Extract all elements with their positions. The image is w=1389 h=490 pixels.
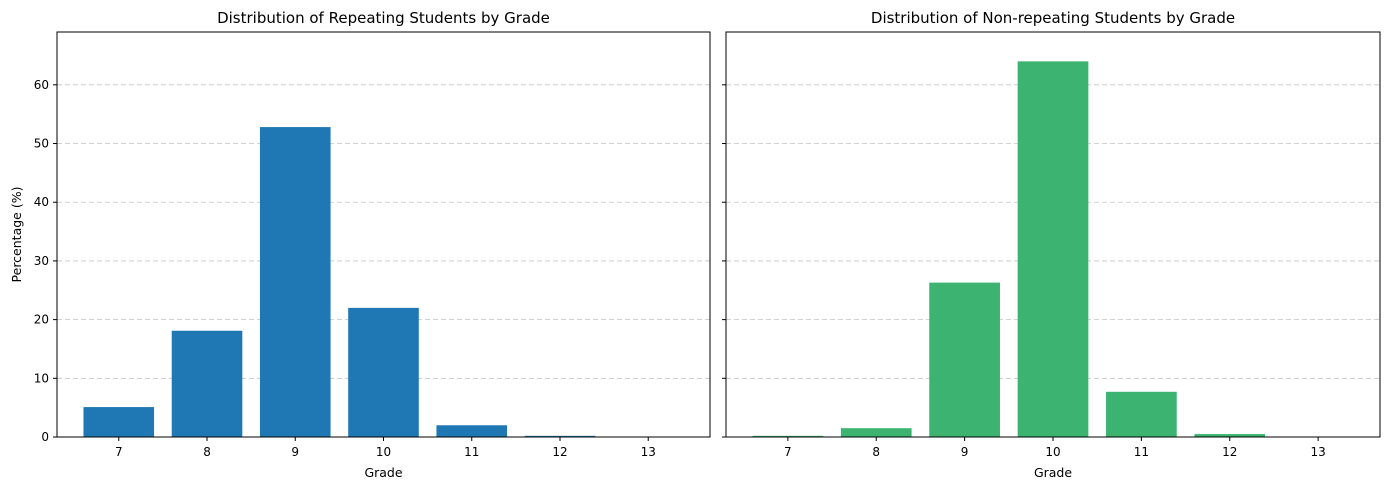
- x-tick-label: 13: [1310, 445, 1325, 459]
- bar: [929, 282, 1000, 437]
- bar: [436, 425, 508, 437]
- bar: [840, 428, 912, 437]
- x-tick-label: 11: [464, 445, 479, 459]
- x-tick-label: 8: [872, 445, 880, 459]
- chart-panel-2: 7 8 9 10 11 12 13 Distribution of Non-repeating…: [722, 9, 1381, 480]
- y-axis-label: Percentage (%): [9, 187, 24, 283]
- y-tick-label: 30: [34, 254, 49, 268]
- y-tick-label: 40: [34, 195, 49, 209]
- y-tick-label: 20: [34, 313, 49, 327]
- bar: [524, 435, 596, 437]
- x-tick-label: 10: [1045, 445, 1060, 459]
- x-tick-label: 8: [203, 445, 211, 459]
- chart-panel-1: 0 10 20 30 40 50 60 7 8 9 10 11 12 13 Distribution of …: [9, 9, 711, 480]
- bar: [348, 307, 419, 437]
- x-tick-label: 7: [784, 445, 792, 459]
- x-tick-label: 13: [641, 445, 656, 459]
- y-tick-label: 10: [34, 371, 49, 385]
- bar: [83, 407, 155, 437]
- bar: [1106, 391, 1177, 437]
- x-tick-label: 7: [115, 445, 123, 459]
- x-tick-label: 12: [552, 445, 567, 459]
- y-tick-label: 0: [41, 430, 49, 444]
- y-tick-label: 50: [34, 137, 49, 151]
- x-tick-label: 9: [961, 445, 969, 459]
- x-tick-label: 10: [376, 445, 391, 459]
- bar: [259, 127, 331, 437]
- chart-title: Distribution of Non-repeating Students b…: [871, 9, 1235, 27]
- x-axis-label: Grade: [364, 465, 402, 480]
- x-tick-label: 9: [291, 445, 299, 459]
- x-tick-label: 12: [1222, 445, 1237, 459]
- bar: [1017, 61, 1089, 437]
- bar: [1194, 434, 1266, 437]
- x-tick-label: 11: [1134, 445, 1149, 459]
- bar: [171, 330, 243, 437]
- bar: [752, 435, 824, 437]
- chart-title: Distribution of Repeating Students by Gr…: [217, 9, 550, 27]
- y-tick-label: 60: [34, 78, 49, 92]
- x-axis-label: Grade: [1034, 465, 1072, 480]
